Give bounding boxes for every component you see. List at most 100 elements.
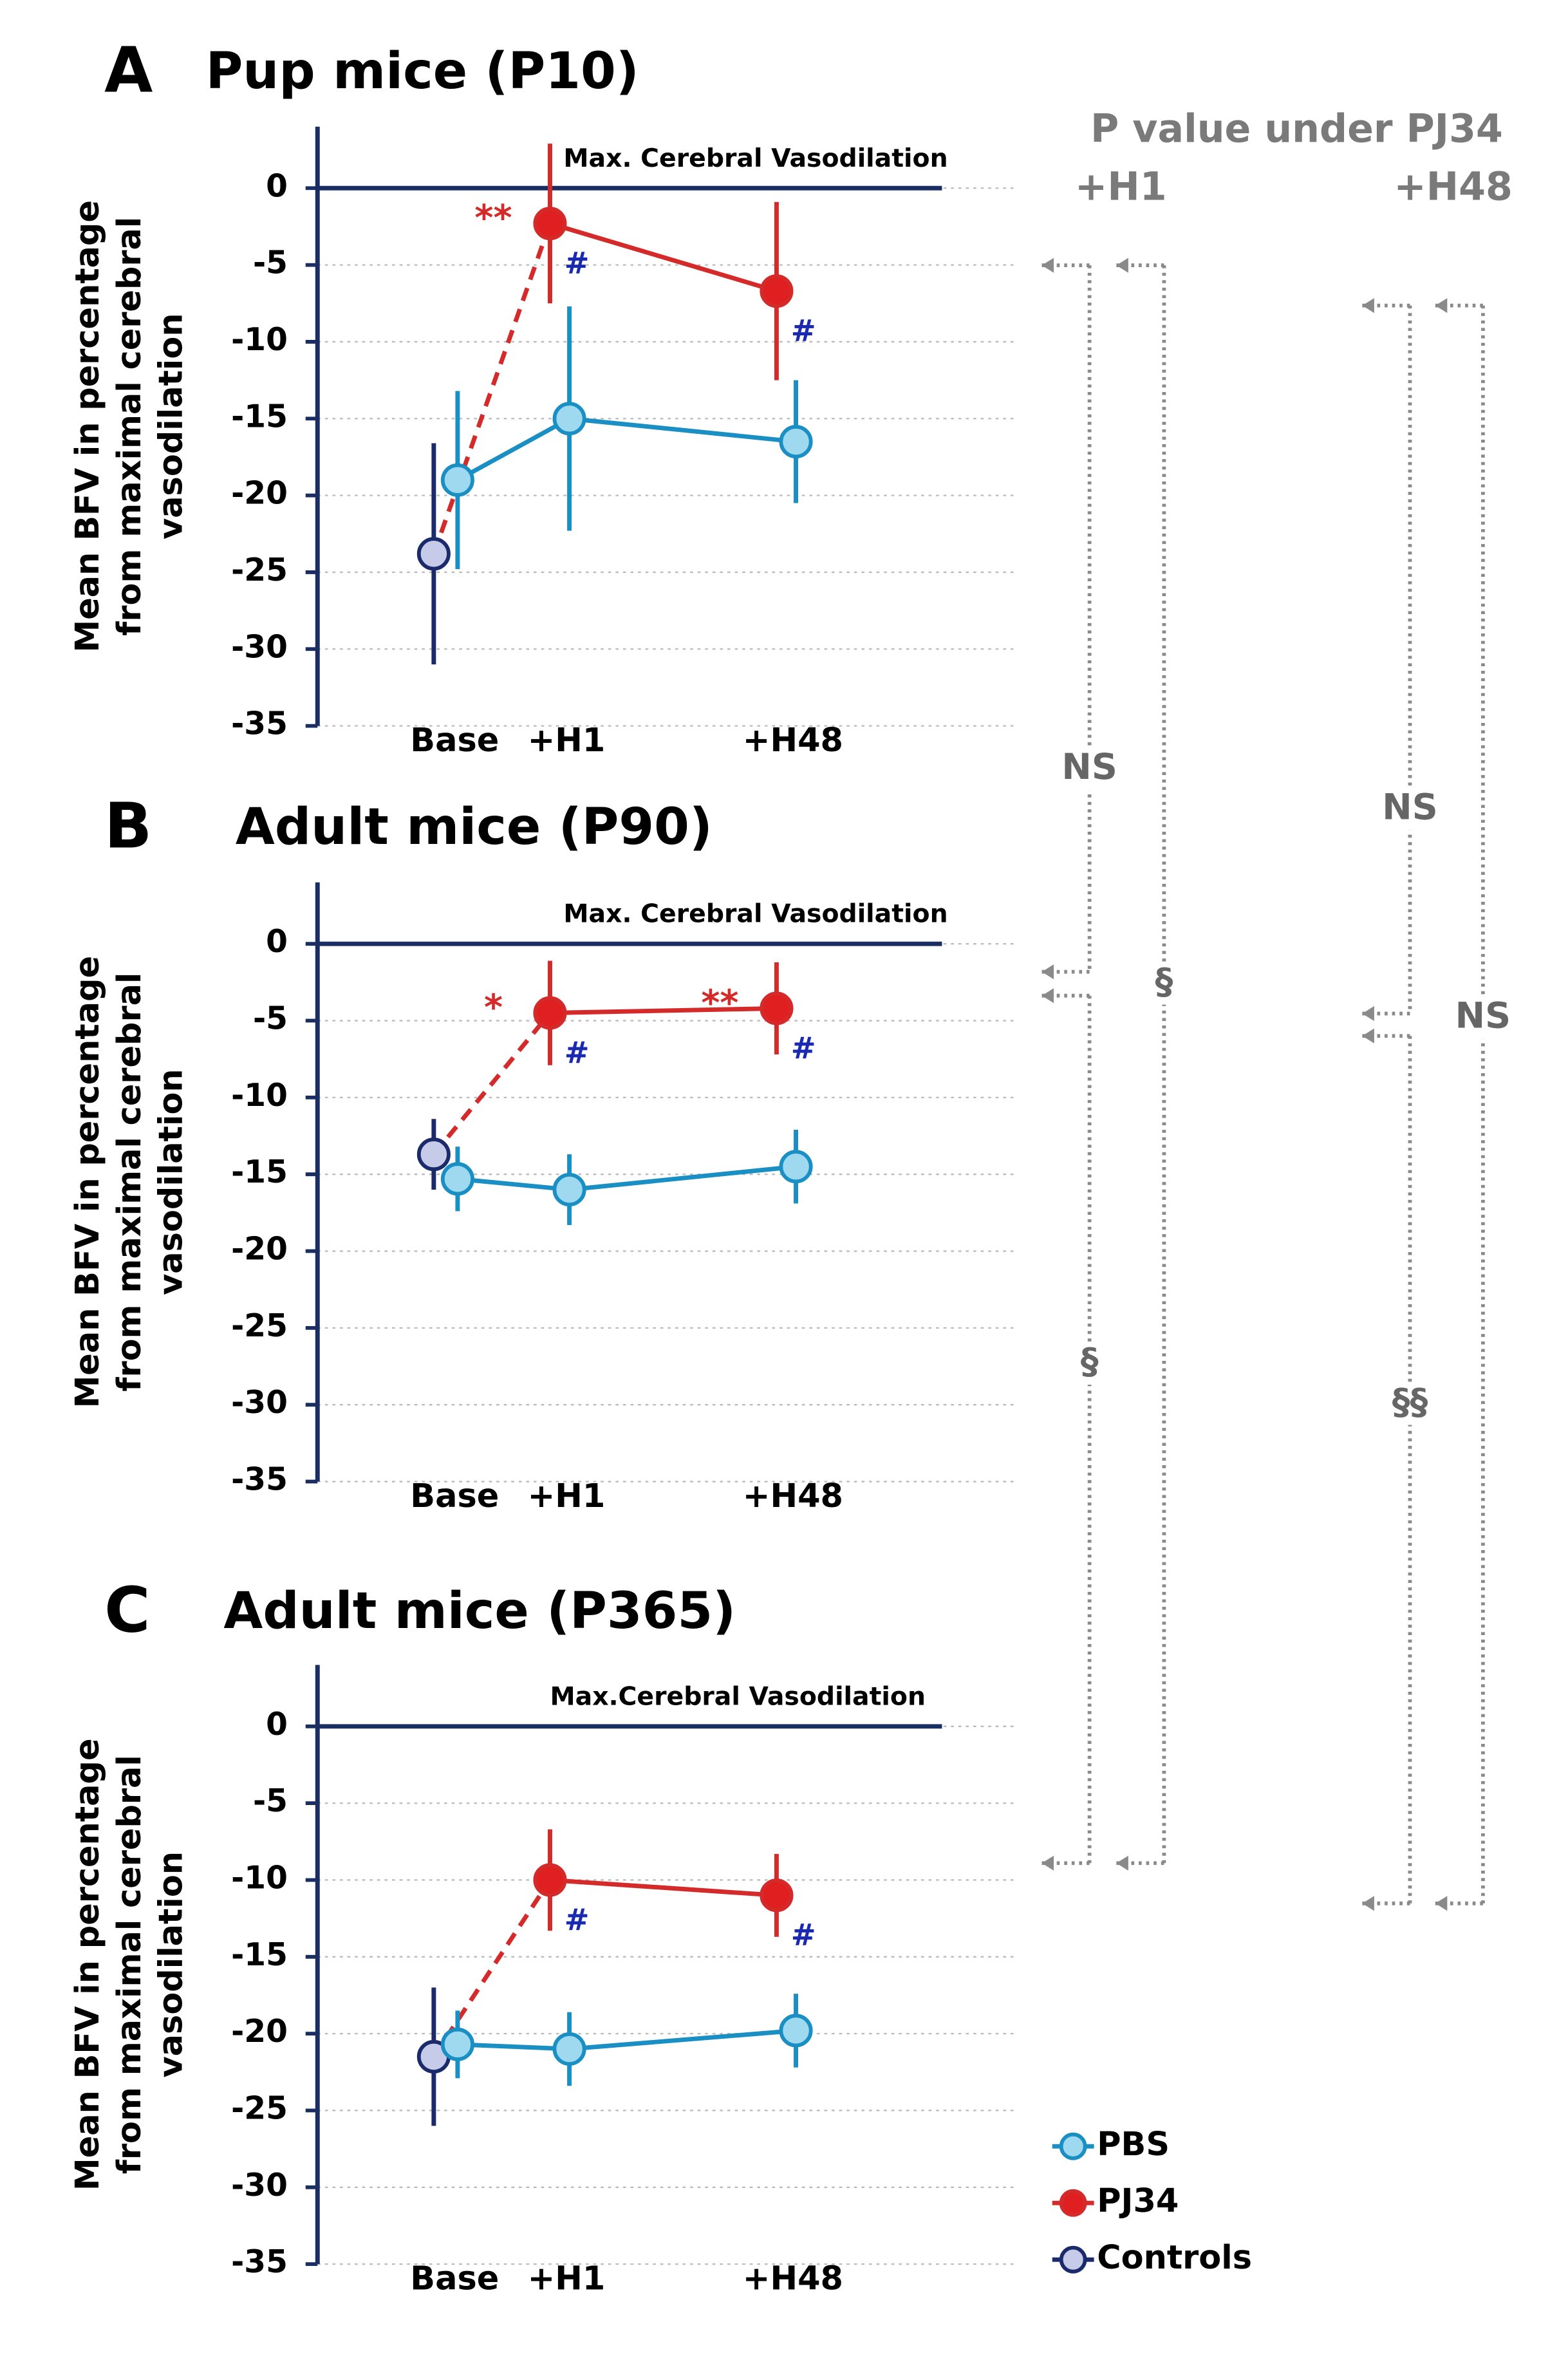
y-axis-label: Mean BFV in percentage from maximal cereb… [69, 200, 191, 653]
data-point [552, 402, 586, 436]
chart-title: Adult mice (P90) [236, 797, 713, 856]
y-tick-label: -5 [253, 1783, 288, 1819]
y-tick-label: -25 [231, 552, 288, 588]
legend-label: PJ34 [1097, 2182, 1179, 2220]
y-tick-label: -5 [253, 245, 288, 281]
dashed-link [431, 223, 552, 555]
data-point [552, 2032, 586, 2066]
data-point [760, 1878, 794, 1913]
x-tick-label: +H48 [743, 722, 843, 760]
annotation: Max. Cerebral Vasodilation [563, 899, 947, 929]
x-tick-label: +H1 [528, 2260, 606, 2298]
x-tick-label: +H48 [743, 1477, 843, 1515]
y-tick-label: -10 [231, 1860, 288, 1896]
pvalue-column: +H1 [1075, 165, 1167, 210]
arrow-head [1362, 1028, 1374, 1043]
pvalue-label: NS [1061, 746, 1117, 788]
series-line [549, 221, 778, 294]
data-point [552, 1173, 586, 1207]
label-bg [1377, 1383, 1443, 1425]
y-tick-label: -15 [231, 398, 288, 435]
label-bg [1450, 997, 1516, 1039]
y-axis-label: Mean BFV in percentage from maximal cereb… [69, 956, 191, 1408]
data-point [533, 996, 567, 1030]
y-axis-label: Mean BFV in percentage from maximal cereb… [69, 1738, 191, 2190]
chart-title: Adult mice (P365) [223, 1581, 736, 1640]
significance-hash: # [565, 1902, 590, 1937]
data-point [440, 2027, 474, 2061]
legend-marker [1059, 2189, 1087, 2217]
x-tick-label: Base [410, 1477, 499, 1515]
arrow-head [1041, 257, 1054, 273]
significance-hash: # [791, 313, 816, 348]
dashed-link [432, 1011, 552, 1156]
data-point [779, 2014, 813, 2048]
pvalue-label: NS [1455, 995, 1511, 1037]
y-tick-label: -35 [231, 1462, 288, 1498]
panel-letter: C [104, 1573, 150, 1646]
chart-title: Pup mice (P10) [206, 41, 639, 100]
y-tick-label: -20 [231, 2014, 288, 2050]
y-tick-label: -10 [231, 322, 288, 358]
pvalue-label: § [1081, 1341, 1099, 1383]
y-tick-label: -30 [231, 1385, 288, 1421]
y-tick-label: -25 [231, 1308, 288, 1344]
pvalue-label: §§ [1392, 1381, 1428, 1423]
panel-letter: A [104, 34, 153, 107]
y-tick-label: -35 [231, 706, 288, 742]
arrow-head [1116, 257, 1128, 273]
label-bg [1056, 1343, 1123, 1385]
significance-star: ** [701, 982, 738, 1024]
y-tick-label: -30 [231, 2167, 288, 2204]
data-point [440, 1162, 474, 1196]
y-tick-label: -25 [231, 2090, 288, 2126]
legend-marker [1059, 2245, 1087, 2274]
series-line [457, 1164, 796, 1192]
y-tick-label: -20 [231, 1231, 288, 1268]
x-tick-label: +H48 [743, 2260, 843, 2298]
legend-label: PBS [1097, 2126, 1170, 2164]
x-tick-label: Base [410, 2260, 499, 2298]
annotation: Max.Cerebral Vasodilation [550, 1681, 926, 1711]
label-bg [1056, 748, 1123, 791]
data-point [533, 1863, 567, 1897]
arrow-head [1041, 964, 1054, 980]
arrow-head [1041, 988, 1054, 1004]
dashed-link [431, 1878, 552, 2058]
data-point [760, 274, 794, 308]
x-tick-label: Base [410, 722, 499, 760]
pvalue-title: P value under PJ34 [1090, 106, 1503, 151]
label-bg [1131, 962, 1197, 1005]
y-tick-label: 0 [266, 168, 288, 204]
data-point [440, 463, 474, 497]
annotation: Max. Cerebral Vasodilation [563, 144, 947, 173]
significance-hash: # [791, 1918, 816, 1952]
pvalue-label: NS [1382, 786, 1438, 828]
arrow-head [1362, 1896, 1374, 1911]
series-line [456, 416, 796, 482]
pvalue-column: +H48 [1394, 165, 1513, 210]
significance-hash: # [791, 1031, 816, 1065]
y-tick-label: 0 [266, 1707, 288, 1743]
arrow-head [1041, 1855, 1054, 1871]
series-line [550, 1878, 777, 1898]
significance-star: * [484, 987, 503, 1029]
panel-letter: B [104, 790, 152, 863]
data-point [416, 1137, 451, 1172]
data-point [533, 207, 567, 241]
y-tick-label: -15 [231, 1154, 288, 1190]
y-tick-label: -20 [231, 476, 288, 512]
data-point [416, 537, 451, 571]
significance-hash: # [565, 1035, 590, 1070]
y-tick-label: -35 [231, 2244, 288, 2280]
y-tick-label: 0 [266, 924, 288, 960]
arrow-head [1116, 1855, 1128, 1871]
legend-marker [1059, 2132, 1087, 2160]
y-tick-label: -30 [231, 629, 288, 665]
arrow-head [1435, 298, 1448, 313]
data-point [760, 991, 794, 1025]
series-line [550, 1006, 777, 1016]
x-tick-label: +H1 [528, 1477, 606, 1515]
significance-star: ** [474, 198, 512, 239]
